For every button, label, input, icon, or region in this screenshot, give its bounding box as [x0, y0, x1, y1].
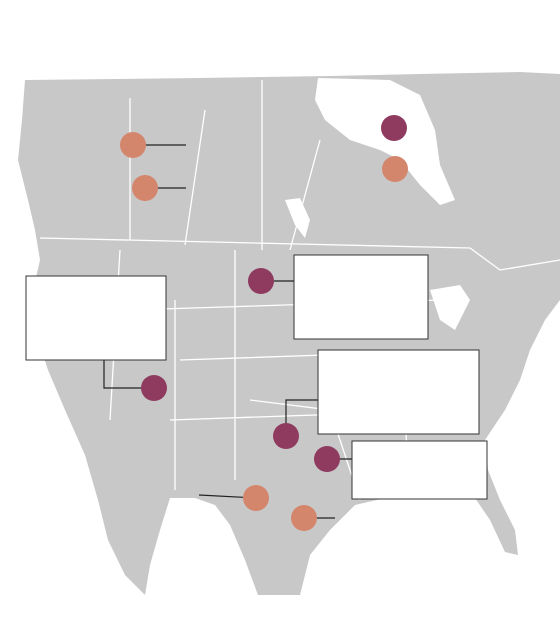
callout-box [317, 349, 480, 435]
callout-box [293, 254, 429, 340]
marker [120, 132, 146, 158]
marker [291, 505, 317, 531]
border [129, 80, 321, 251]
marker [273, 423, 299, 449]
marker [243, 485, 269, 511]
marker [381, 115, 407, 141]
lake [285, 198, 310, 238]
marker [382, 156, 408, 182]
marker [314, 446, 340, 472]
callout-box [25, 275, 167, 361]
leader-line [103, 360, 154, 389]
marker [132, 175, 158, 201]
marker [248, 268, 274, 294]
lake [430, 285, 470, 330]
hudson-bay [315, 78, 455, 205]
marker [141, 375, 167, 401]
callout-box [351, 440, 488, 500]
border [39, 237, 560, 271]
